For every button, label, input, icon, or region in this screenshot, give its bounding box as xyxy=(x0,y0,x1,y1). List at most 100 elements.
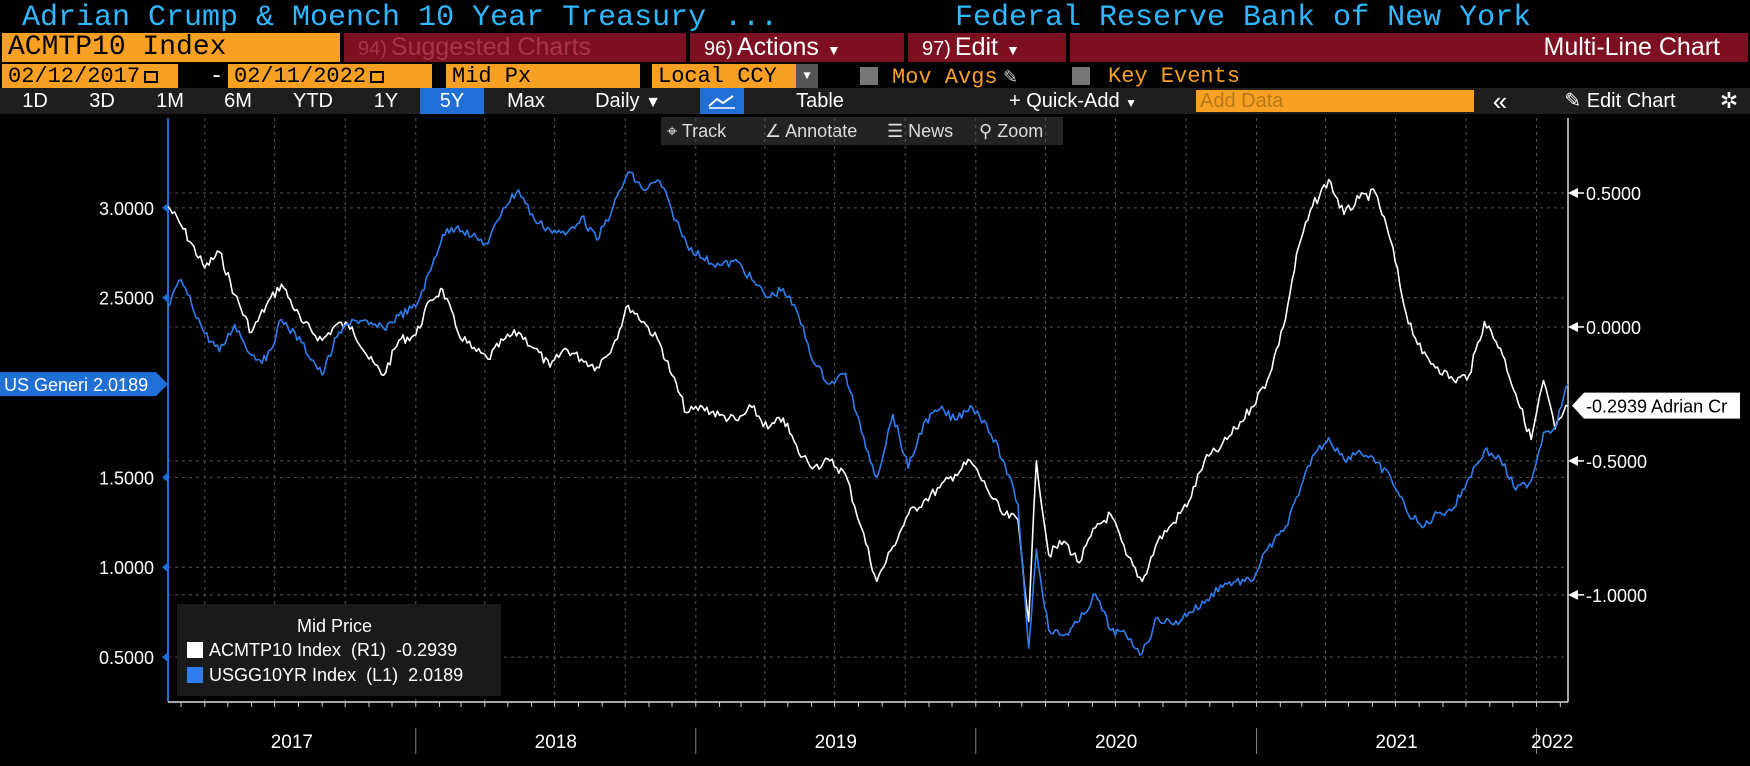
period-1y[interactable]: 1Y xyxy=(373,90,399,112)
legend-item-acmtp10[interactable]: ACMTP10 Index (R1) -0.2939 xyxy=(187,640,457,661)
gear-icon[interactable]: ✲ xyxy=(1719,88,1739,113)
add-data-input[interactable]: Add Data xyxy=(1196,90,1474,112)
x-tick-label: 2021 xyxy=(1375,732,1417,753)
period-bar: 1D 3D 1M 6M YTD 1Y 5Y Max Daily ▼ Table … xyxy=(0,88,1750,114)
start-date-field[interactable]: 02/12/2017 xyxy=(2,64,178,89)
period-max[interactable]: Max xyxy=(507,90,545,112)
collapse-icon[interactable]: « xyxy=(1492,86,1508,116)
x-tick-label: 2018 xyxy=(535,732,577,753)
left-tick-marker xyxy=(162,472,168,483)
chevron-down-icon: ▼ xyxy=(1125,96,1138,110)
left-tick-marker xyxy=(162,562,168,573)
period-1d[interactable]: 1D xyxy=(22,90,48,112)
legend-item-usgg10yr[interactable]: USGG10YR Index (L1) 2.0189 xyxy=(187,665,463,686)
legend-swatch xyxy=(187,642,203,658)
left-value-badge xyxy=(0,372,168,397)
left-tick-label: 1.5000 xyxy=(99,468,154,488)
actions-number: 96) xyxy=(704,38,733,60)
magnifier-icon: ⚲ xyxy=(979,121,993,141)
settings-bar: 02/12/2017 - 02/11/2022 Mid Px Local CCY… xyxy=(0,64,1750,90)
mov-avgs-label: Mov Avgs ✎ xyxy=(892,65,1017,90)
right-tick-marker xyxy=(1568,589,1578,600)
left-tick-label: 0.5000 xyxy=(99,648,154,668)
period-6m[interactable]: 6M xyxy=(224,90,252,112)
left-tick-marker xyxy=(162,292,168,303)
chart-tools: ⌖ Track ∠ Annotate ☰ News ⚲ Zoom xyxy=(661,117,1063,145)
right-tick-label: -1.0000 xyxy=(1586,586,1647,606)
ticker-field[interactable]: ACMTP10 Index xyxy=(2,33,340,63)
legend: Mid Price ACMTP10 Index (R1) -0.2939 USG… xyxy=(177,604,501,696)
series-line-acmtp10 xyxy=(167,178,1569,623)
right-value-badge xyxy=(1572,392,1740,419)
zoom-tool[interactable]: ⚲ Zoom xyxy=(979,121,1044,141)
x-tick-label: 2017 xyxy=(271,732,313,753)
suggested-charts-button[interactable]: 94) Suggested Charts xyxy=(344,33,686,62)
crosshair-icon: ⌖ xyxy=(667,121,678,141)
x-tick-label: 2022 xyxy=(1531,732,1573,753)
pencil-icon: ✎ xyxy=(1564,90,1582,112)
x-tick-label: 2020 xyxy=(1095,732,1137,753)
quick-add-button[interactable]: + Quick-Add ▼ xyxy=(1008,90,1138,112)
price-field-select[interactable]: Mid Px xyxy=(446,64,640,89)
draw-icon: ∠ xyxy=(765,121,782,141)
source-title: Federal Reserve Bank of New York xyxy=(955,1,1532,35)
actions-label: Actions xyxy=(736,33,819,61)
edit-number: 97) xyxy=(922,38,951,60)
chevron-down-icon: ▼ xyxy=(1006,42,1020,58)
annotate-tool[interactable]: ∠ Annotate xyxy=(765,121,858,141)
security-title: Adrian Crump & Moench 10 Year Treasury .… xyxy=(22,1,779,35)
news-tool[interactable]: ☰ News xyxy=(887,121,954,141)
calendar-icon[interactable] xyxy=(370,71,385,83)
left-tick-marker xyxy=(162,202,168,213)
end-date-field[interactable]: 02/11/2022 xyxy=(228,64,432,89)
legend-title: Mid Price xyxy=(297,616,373,636)
period-5y[interactable]: 5Y xyxy=(420,88,484,114)
chart-type-label: Multi-Line Chart xyxy=(1070,33,1748,62)
actions-menu[interactable]: 96) Actions ▼ xyxy=(690,33,904,62)
track-tool[interactable]: ⌖ Track xyxy=(667,121,727,141)
left-tick-label: 1.0000 xyxy=(99,558,154,578)
right-value-label: -0.2939 Adrian Cr xyxy=(1586,397,1727,417)
legend-swatch xyxy=(187,667,203,683)
currency-value: Local CCY xyxy=(658,64,777,89)
suggested-charts-number: 94) xyxy=(358,38,387,60)
edit-chart-button[interactable]: ✎ Edit Chart xyxy=(1564,90,1676,112)
currency-select[interactable]: Local CCY ▼ xyxy=(652,64,818,89)
period-3d[interactable]: 3D xyxy=(89,90,115,112)
right-tick-marker xyxy=(1568,455,1578,466)
start-date-value: 02/12/2017 xyxy=(8,64,141,89)
line-chart-icon[interactable] xyxy=(700,88,744,114)
right-tick-marker xyxy=(1568,321,1578,332)
edit-menu[interactable]: 97) Edit ▼ xyxy=(908,33,1066,62)
key-events-label: Key Events xyxy=(1108,64,1241,89)
chevron-down-icon: ▼ xyxy=(645,94,661,111)
edit-label: Edit xyxy=(954,33,998,61)
command-bar: ACMTP10 Index 94) Suggested Charts 96) Act… xyxy=(0,33,1750,63)
right-tick-label: -0.5000 xyxy=(1586,452,1647,472)
title-bar: Adrian Crump & Moench 10 Year Treasury .… xyxy=(0,0,1750,35)
right-tick-label: 0.0000 xyxy=(1586,318,1641,338)
x-tick-label: 2019 xyxy=(815,732,857,753)
right-tick-marker xyxy=(1568,188,1578,199)
key-events-checkbox[interactable] xyxy=(1072,67,1090,85)
end-date-value: 02/11/2022 xyxy=(234,64,367,89)
right-tick-label: 0.5000 xyxy=(1586,184,1641,204)
period-ytd[interactable]: YTD xyxy=(293,90,333,112)
chevron-down-icon[interactable]: ▼ xyxy=(796,64,818,88)
pencil-icon[interactable]: ✎ xyxy=(1003,65,1017,90)
news-icon: ☰ xyxy=(887,121,904,141)
suggested-charts-label: Suggested Charts xyxy=(390,33,592,61)
chevron-down-icon: ▼ xyxy=(826,42,841,58)
date-separator: - xyxy=(210,64,224,89)
series-line-usgg10yr xyxy=(167,171,1569,656)
mov-avgs-checkbox[interactable] xyxy=(860,67,878,85)
left-tick-marker xyxy=(162,652,168,663)
left-tick-label: 3.0000 xyxy=(99,199,154,219)
left-value-label: US Generi 2.0189 xyxy=(4,375,148,395)
calendar-icon[interactable] xyxy=(144,71,159,83)
left-tick-label: 2.5000 xyxy=(99,289,154,309)
period-1m[interactable]: 1M xyxy=(156,90,184,112)
table-button[interactable]: Table xyxy=(796,90,844,112)
frequency-select[interactable]: Daily ▼ xyxy=(595,90,661,112)
